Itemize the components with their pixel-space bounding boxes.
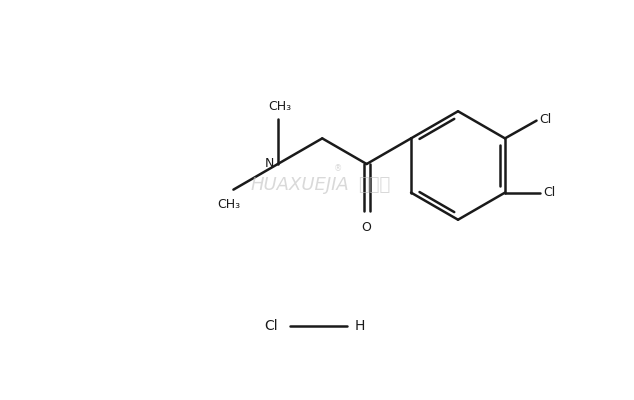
Text: HUAXUEJIA: HUAXUEJIA [251, 176, 349, 194]
Text: CH₃: CH₃ [268, 100, 292, 113]
Text: 化学加: 化学加 [358, 176, 391, 194]
Text: ®: ® [333, 164, 342, 173]
Text: Cl: Cl [264, 319, 278, 333]
Text: H: H [354, 319, 365, 333]
Text: CH₃: CH₃ [217, 198, 240, 210]
Text: Cl: Cl [540, 113, 552, 126]
Text: Cl: Cl [543, 186, 555, 199]
Text: N: N [264, 156, 274, 170]
Text: O: O [362, 221, 372, 234]
